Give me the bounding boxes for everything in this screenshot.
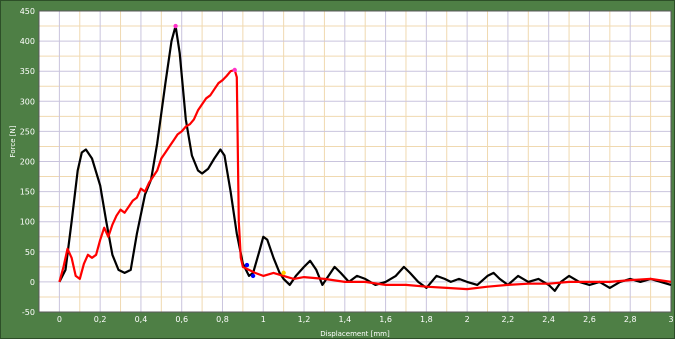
y-tick-label: 200: [20, 158, 35, 167]
y-tick-label: 300: [20, 97, 35, 106]
x-tick-label: 1,2: [298, 315, 311, 324]
y-tick-label: 400: [20, 37, 35, 46]
y-tick-label: 150: [20, 188, 35, 197]
y-tick-label: 50: [25, 248, 35, 257]
x-tick-label: 0,8: [216, 315, 229, 324]
x-axis-title: Displacement [mm]: [320, 330, 390, 338]
x-tick-label: 2,4: [542, 315, 555, 324]
x-tick-label: 0,6: [175, 315, 188, 324]
x-tick-label: 0,2: [94, 315, 107, 324]
point-marker-2: [232, 67, 237, 73]
x-tick-label: 1,6: [379, 315, 392, 324]
y-tick-label: 0: [30, 278, 35, 287]
point-marker-3: [244, 262, 250, 268]
x-tick-label: 1,8: [420, 315, 433, 324]
axes: [38, 10, 672, 313]
x-tick-label: 1: [261, 315, 266, 324]
point-marker-1: [173, 23, 178, 29]
x-tick-label: 2,6: [583, 315, 596, 324]
y-tick-label: 250: [20, 127, 35, 136]
marker-layer: [173, 23, 286, 279]
x-tick-label: 2,8: [624, 315, 637, 324]
point-marker-4: [250, 273, 256, 279]
x-tick-label: 0: [57, 315, 62, 324]
grid: [38, 10, 672, 313]
x-tick-label: 1,4: [338, 315, 351, 324]
series-layer: [58, 25, 672, 292]
y-axis-title: Force [N]: [9, 125, 17, 157]
series-line-2: [58, 68, 672, 291]
x-tick-label: 3: [668, 315, 673, 324]
x-tick-label: 0,4: [135, 315, 148, 324]
x-tick-label: 2: [465, 315, 470, 324]
y-tick-label: 100: [20, 218, 35, 227]
tick-labels: 0 0,2 0,4 0,6 0,8 1 1,2 1,4 1,6 1,8 2 2,2 2,4 2,6 2,8 3…: [20, 7, 674, 324]
plot-border: [38, 10, 672, 313]
point-marker-5: [281, 270, 286, 276]
y-tick-label: -50: [22, 308, 35, 317]
y-tick-label: 450: [20, 7, 35, 16]
y-tick-label: 350: [20, 67, 35, 76]
x-tick-label: 2,2: [502, 315, 515, 324]
series-line-1: [58, 25, 672, 292]
